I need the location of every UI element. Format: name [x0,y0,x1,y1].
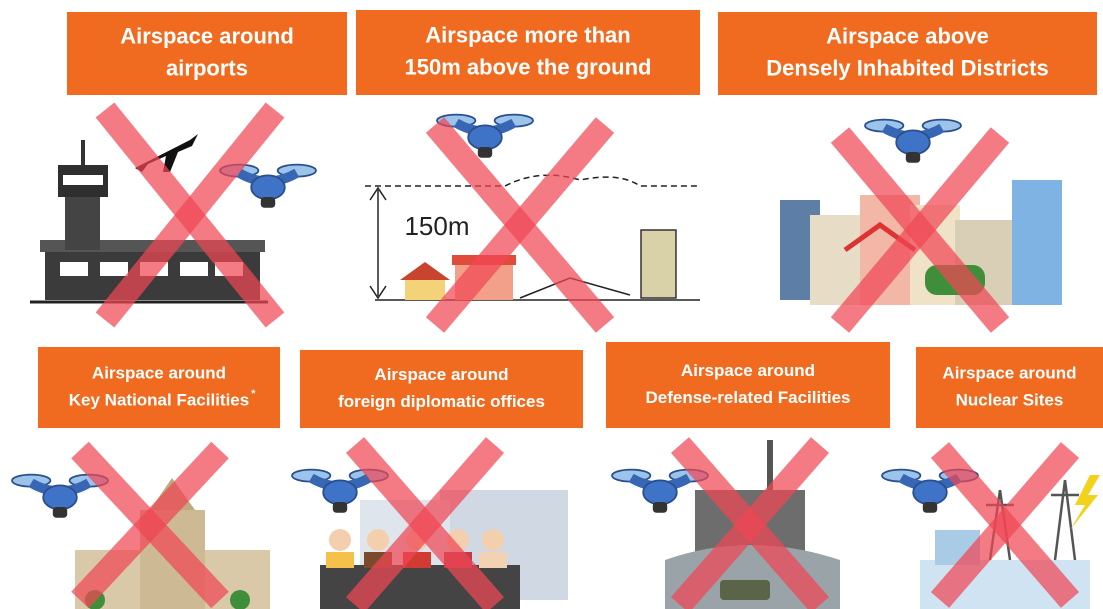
tower [65,195,100,250]
house [405,278,445,300]
label-line: Airspace around [942,363,1076,382]
label-line: Key National Facilities [69,390,249,409]
window [100,262,128,276]
tower-window [63,175,103,185]
drone-camera [478,147,492,158]
label-line: foreign diplomatic offices [338,392,545,411]
label-box [38,347,280,428]
note-mark: * [251,388,256,400]
person-head [367,529,389,551]
window [60,262,88,276]
drone-camera [923,502,937,513]
house-roof [400,262,450,280]
drone-body [896,130,930,154]
label-line: 150m above the ground [405,54,652,79]
drone-camera [653,502,667,513]
building [1012,180,1062,305]
drone-body [43,485,77,509]
label-line: Defense-related Facilities [645,388,850,407]
window [180,262,208,276]
label-line: Airspace around [120,23,294,48]
label-line: Densely Inhabited Districts [766,55,1048,80]
label-line: Airspace around [681,361,815,380]
drone-camera [53,507,67,518]
drone-body [913,480,947,504]
tank [720,580,770,600]
drone-body [643,480,677,504]
lightning [1070,475,1100,530]
label-line: Airspace around [374,365,508,384]
label-line: Airspace above [826,23,989,48]
label-line: Airspace around [92,363,226,382]
drone-camera [906,152,920,163]
label-box [916,347,1103,428]
infographic: Airspace around airports Airspace more tha… [0,0,1103,609]
label-line: Nuclear Sites [956,390,1064,409]
person-head [329,529,351,551]
pylon [1051,480,1079,560]
label-box [300,350,583,428]
label-line: airports [166,55,248,80]
height-line [365,175,700,186]
drone-body [251,175,285,199]
label-line: Airspace more than [425,22,630,47]
person-head [482,529,504,551]
drone [865,120,961,163]
drone-camera [261,197,275,208]
drone-body [323,480,357,504]
tower-block [641,230,676,298]
label-box [606,342,890,428]
person-body [479,552,507,568]
person-body [326,552,354,568]
drone-camera [333,502,347,513]
drone-body [468,125,502,149]
height-label: 150m [404,211,469,241]
